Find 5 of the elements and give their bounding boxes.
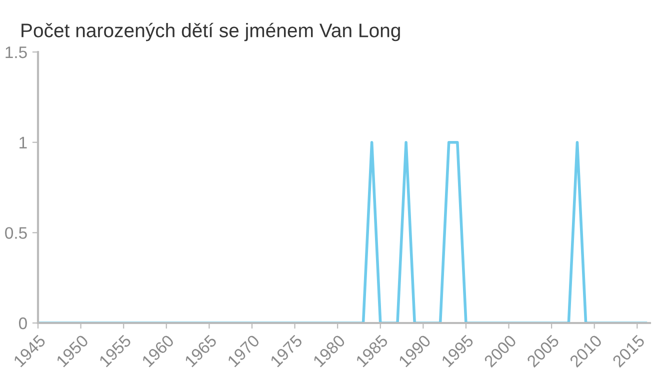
y-tick-label: 1: [20, 136, 27, 148]
y-tick-label: 0.5: [5, 227, 27, 239]
y-tick-label: 1.5: [6, 46, 27, 58]
chart-title: Počet narozených dětí se jménem Van Long: [22, 22, 400, 42]
y-tick-label: 0: [18, 317, 27, 330]
